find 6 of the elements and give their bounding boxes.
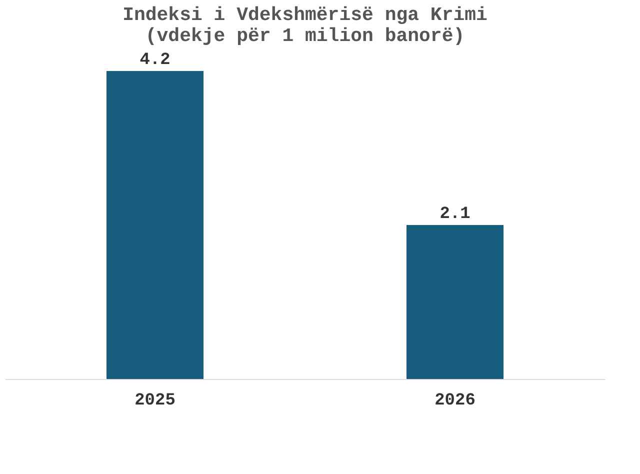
x-tick-label: 2026 [434,392,476,410]
data-label: 2.1 [440,205,470,224]
text: (vdekje për 1 milion banorë) [145,25,465,47]
text: Indeksi i Vdekshmërisë nga Krimi [122,4,488,26]
data-label: 4.2 [140,51,170,70]
x-tick-label: 2025 [134,392,176,410]
